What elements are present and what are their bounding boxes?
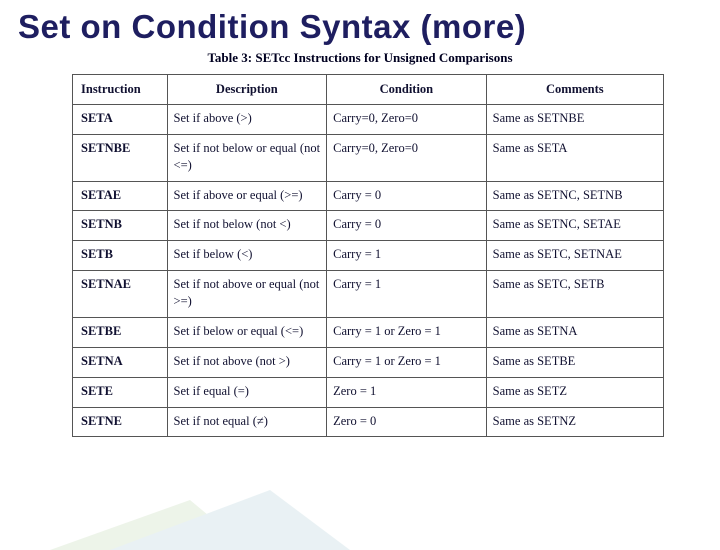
col-condition: Condition: [327, 75, 487, 105]
table-caption: Table 3: SETcc Instructions for Unsigned…: [0, 50, 720, 66]
col-instruction: Instruction: [73, 75, 168, 105]
cell-condition: Carry = 1 or Zero = 1: [327, 317, 487, 347]
cell-instruction: SETAE: [73, 181, 168, 211]
cell-description: Set if not below (not <): [167, 211, 327, 241]
decorative-swoosh: [50, 490, 370, 550]
cell-condition: Carry=0, Zero=0: [327, 104, 487, 134]
cell-instruction: SETA: [73, 104, 168, 134]
cell-instruction: SETNBE: [73, 134, 168, 181]
cell-condition: Zero = 0: [327, 407, 487, 437]
cell-description: Set if not equal (≠): [167, 407, 327, 437]
table-row: SETNBESet if not below or equal (not <=)…: [73, 134, 664, 181]
table-row: SETESet if equal (=)Zero = 1Same as SETZ: [73, 377, 664, 407]
table-header-row: Instruction Description Condition Commen…: [73, 75, 664, 105]
table-row: SETBSet if below (<)Carry = 1Same as SET…: [73, 241, 664, 271]
table-row: SETAESet if above or equal (>=)Carry = 0…: [73, 181, 664, 211]
cell-comments: Same as SETBE: [486, 347, 663, 377]
cell-comments: Same as SETNBE: [486, 104, 663, 134]
cell-comments: Same as SETNA: [486, 317, 663, 347]
cell-condition: Carry = 1 or Zero = 1: [327, 347, 487, 377]
cell-instruction: SETNE: [73, 407, 168, 437]
cell-description: Set if below or equal (<=): [167, 317, 327, 347]
cell-instruction: SETNA: [73, 347, 168, 377]
page-title: Set on Condition Syntax (more): [0, 0, 720, 46]
cell-comments: Same as SETZ: [486, 377, 663, 407]
cell-comments: Same as SETNC, SETAE: [486, 211, 663, 241]
cell-description: Set if not above or equal (not >=): [167, 271, 327, 318]
cell-instruction: SETNB: [73, 211, 168, 241]
table-row: SETNASet if not above (not >)Carry = 1 o…: [73, 347, 664, 377]
cell-description: Set if not above (not >): [167, 347, 327, 377]
table-row: SETASet if above (>)Carry=0, Zero=0Same …: [73, 104, 664, 134]
cell-description: Set if below (<): [167, 241, 327, 271]
cell-description: Set if above or equal (>=): [167, 181, 327, 211]
cell-instruction: SETNAE: [73, 271, 168, 318]
cell-comments: Same as SETC, SETNAE: [486, 241, 663, 271]
table-row: SETNBSet if not below (not <)Carry = 0Sa…: [73, 211, 664, 241]
cell-comments: Same as SETNC, SETNB: [486, 181, 663, 211]
cell-comments: Same as SETNZ: [486, 407, 663, 437]
cell-comments: Same as SETC, SETB: [486, 271, 663, 318]
cell-condition: Carry = 1: [327, 241, 487, 271]
table-row: SETBESet if below or equal (<=)Carry = 1…: [73, 317, 664, 347]
col-comments: Comments: [486, 75, 663, 105]
cell-instruction: SETE: [73, 377, 168, 407]
cell-description: Set if equal (=): [167, 377, 327, 407]
cell-condition: Carry = 1: [327, 271, 487, 318]
cell-description: Set if not below or equal (not <=): [167, 134, 327, 181]
cell-instruction: SETB: [73, 241, 168, 271]
cell-description: Set if above (>): [167, 104, 327, 134]
table-row: SETNESet if not equal (≠)Zero = 0Same as…: [73, 407, 664, 437]
cell-condition: Carry = 0: [327, 211, 487, 241]
setcc-table: Instruction Description Condition Commen…: [72, 74, 664, 437]
cell-condition: Zero = 1: [327, 377, 487, 407]
table-container: Instruction Description Condition Commen…: [0, 74, 720, 437]
table-row: SETNAESet if not above or equal (not >=)…: [73, 271, 664, 318]
cell-instruction: SETBE: [73, 317, 168, 347]
cell-condition: Carry = 0: [327, 181, 487, 211]
cell-comments: Same as SETA: [486, 134, 663, 181]
col-description: Description: [167, 75, 327, 105]
cell-condition: Carry=0, Zero=0: [327, 134, 487, 181]
